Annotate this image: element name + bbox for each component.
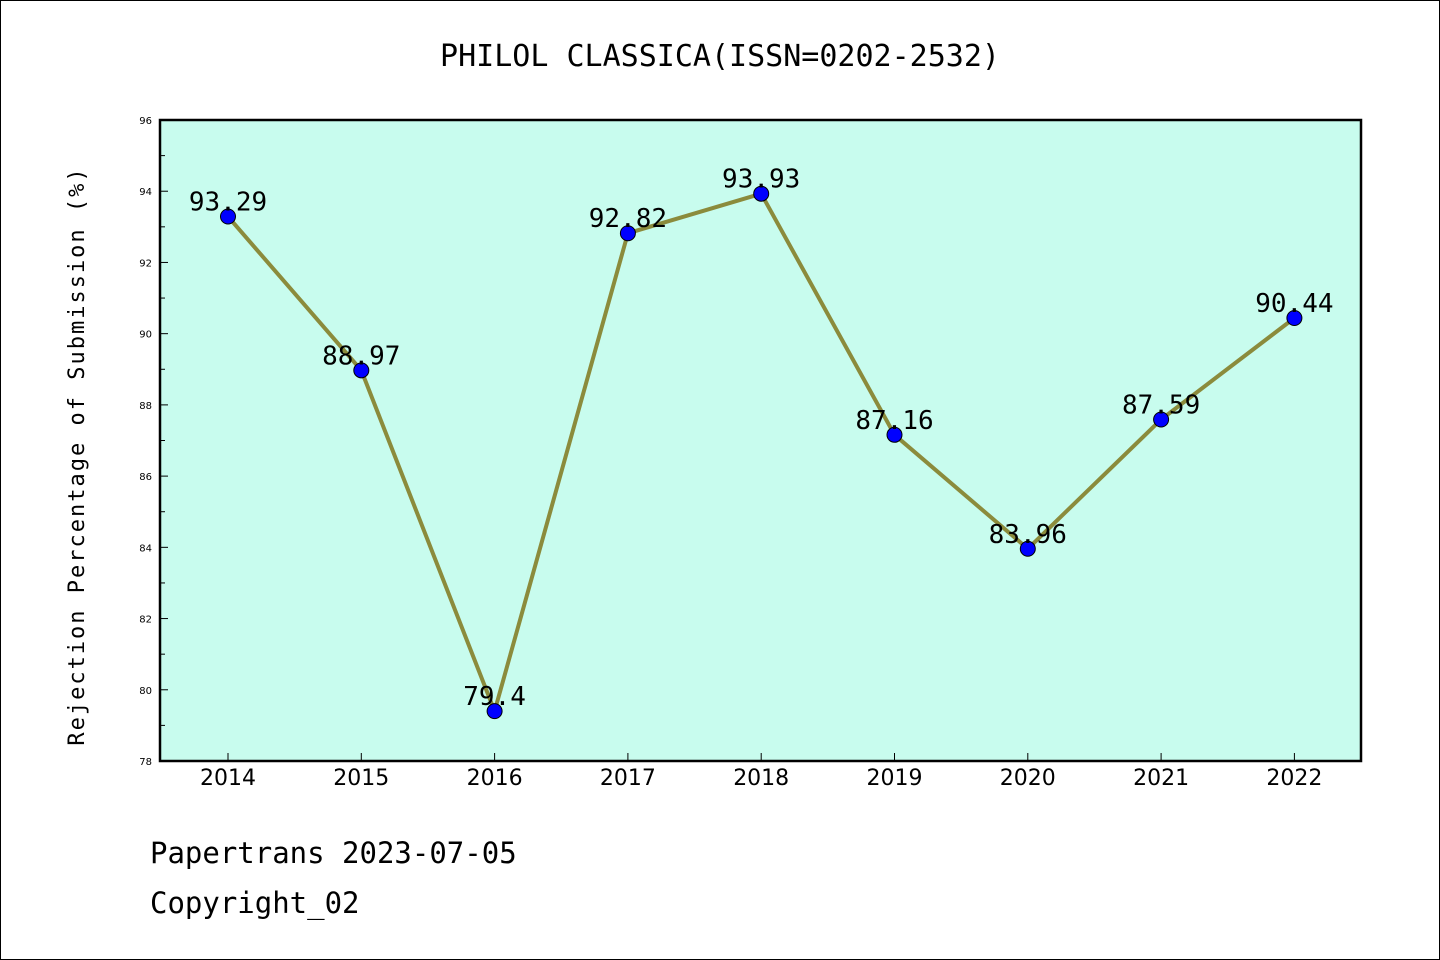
data-labels-group: 93.29 88.97 79.4 92.82 93.93 87.16 83.96 87.59 9… xyxy=(189,165,1334,712)
y-tick-label: 86 xyxy=(139,472,152,483)
data-point xyxy=(1153,411,1170,428)
data-label: 83.96 xyxy=(989,520,1067,550)
y-tick-label: 78 xyxy=(139,757,152,768)
data-point xyxy=(753,185,770,202)
x-tick-label: 2022 xyxy=(1266,766,1322,791)
x-tick-label: 2018 xyxy=(733,766,789,791)
data-point xyxy=(353,362,370,379)
data-point xyxy=(220,208,236,225)
data-label: 87.59 xyxy=(1122,390,1200,420)
y-tick-label: 88 xyxy=(139,401,152,412)
y-tick-label: 84 xyxy=(139,543,152,554)
y-tick-label: 82 xyxy=(139,615,152,626)
y-tick-label: 90 xyxy=(139,330,152,341)
footer-copyright: Copyright_02 xyxy=(150,886,360,920)
x-tick-label: 2019 xyxy=(867,766,923,791)
y-tick-label: 92 xyxy=(139,258,152,269)
plot-area xyxy=(160,120,1361,761)
y-tick-label: 94 xyxy=(139,187,152,198)
data-point xyxy=(1286,309,1303,326)
data-label: 92.82 xyxy=(589,204,667,234)
x-tick-label: 2014 xyxy=(200,766,256,791)
x-tick-label: 2020 xyxy=(1000,766,1056,791)
x-tick-label: 2021 xyxy=(1133,766,1189,791)
data-point xyxy=(1019,540,1036,557)
y-tick-label: 96 xyxy=(139,116,152,127)
x-axis: 2014 2015 2016 2017 2018 2019 2020 2021 2022 xyxy=(200,753,1322,791)
x-tick-label: 2015 xyxy=(333,766,389,791)
data-label: 93.29 xyxy=(189,188,267,218)
data-label: 79.4 xyxy=(463,682,526,712)
data-label: 87.16 xyxy=(855,406,933,436)
x-tick-label: 2017 xyxy=(600,766,656,791)
markers-group xyxy=(220,185,1303,720)
data-label: 88.97 xyxy=(322,341,400,371)
y-axis-label: Rejection Percentage of Submission (%) xyxy=(65,166,90,745)
data-label: 93.93 xyxy=(722,165,800,195)
data-point xyxy=(619,225,636,242)
y-tick-label: 80 xyxy=(139,686,152,697)
chart-title: PHILOL CLASSICA(ISSN=0202-2532) xyxy=(440,39,1000,74)
footer-date: Papertrans 2023-07-05 xyxy=(150,836,517,870)
data-point xyxy=(486,703,503,720)
data-label: 90.44 xyxy=(1255,289,1333,319)
x-tick-label: 2016 xyxy=(467,766,523,791)
data-point xyxy=(886,426,903,443)
plot-border xyxy=(158,118,1363,763)
